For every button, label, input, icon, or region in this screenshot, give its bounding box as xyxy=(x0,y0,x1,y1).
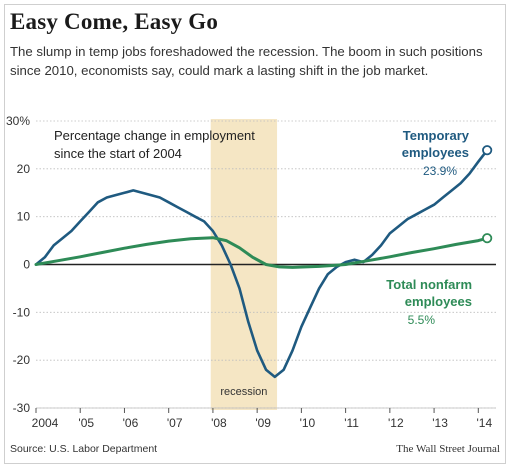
x-tick-label: '13 xyxy=(432,416,448,430)
publication-credit: The Wall Street Journal xyxy=(396,443,500,455)
y-tick-label: 10 xyxy=(17,210,31,224)
temporary-label-line2: employees xyxy=(402,145,469,160)
nonfarm-end-value: 5.5% xyxy=(408,313,436,327)
temporary-end-value: 23.9% xyxy=(423,164,457,178)
temporary-label-line1: Temporary xyxy=(403,128,470,143)
nonfarm-employees-line xyxy=(34,236,489,269)
x-tick-label: '06 xyxy=(123,416,139,430)
temporary-employees-line xyxy=(34,148,489,379)
y-tick-label: 20 xyxy=(17,162,31,176)
x-tick-label: '12 xyxy=(388,416,404,430)
recession-label: recession xyxy=(220,386,267,398)
x-tick-label: '08 xyxy=(211,416,227,430)
source-note: Source: U.S. Labor Department xyxy=(10,443,158,455)
chart-annotation-title: Percentage change in employment since the… xyxy=(54,128,255,161)
x-tick-label: '14 xyxy=(476,416,492,430)
y-tick-label: 30% xyxy=(6,114,30,128)
y-tick-label: -30 xyxy=(13,401,31,415)
nonfarm-label-line2: employees xyxy=(405,294,472,309)
chart-subtitle: The slump in temp jobs foreshadowed the … xyxy=(10,44,483,78)
y-tick-label: -20 xyxy=(13,353,31,367)
temporary-end-marker xyxy=(482,145,493,156)
x-tick-label: '09 xyxy=(255,416,271,430)
x-tick-label: '07 xyxy=(167,416,183,430)
x-tick-label: '11 xyxy=(344,416,359,430)
y-tick-label: 0 xyxy=(23,258,30,272)
chart-title: Easy Come, Easy Go xyxy=(10,9,219,34)
x-tick-label: '10 xyxy=(300,416,316,430)
x-tick-label: '05 xyxy=(78,416,94,430)
y-tick-label: -10 xyxy=(13,305,31,319)
x-tick-label: 2004 xyxy=(32,416,59,430)
nonfarm-end-marker xyxy=(482,233,493,244)
nonfarm-label-line1: Total nonfarm xyxy=(386,277,472,292)
